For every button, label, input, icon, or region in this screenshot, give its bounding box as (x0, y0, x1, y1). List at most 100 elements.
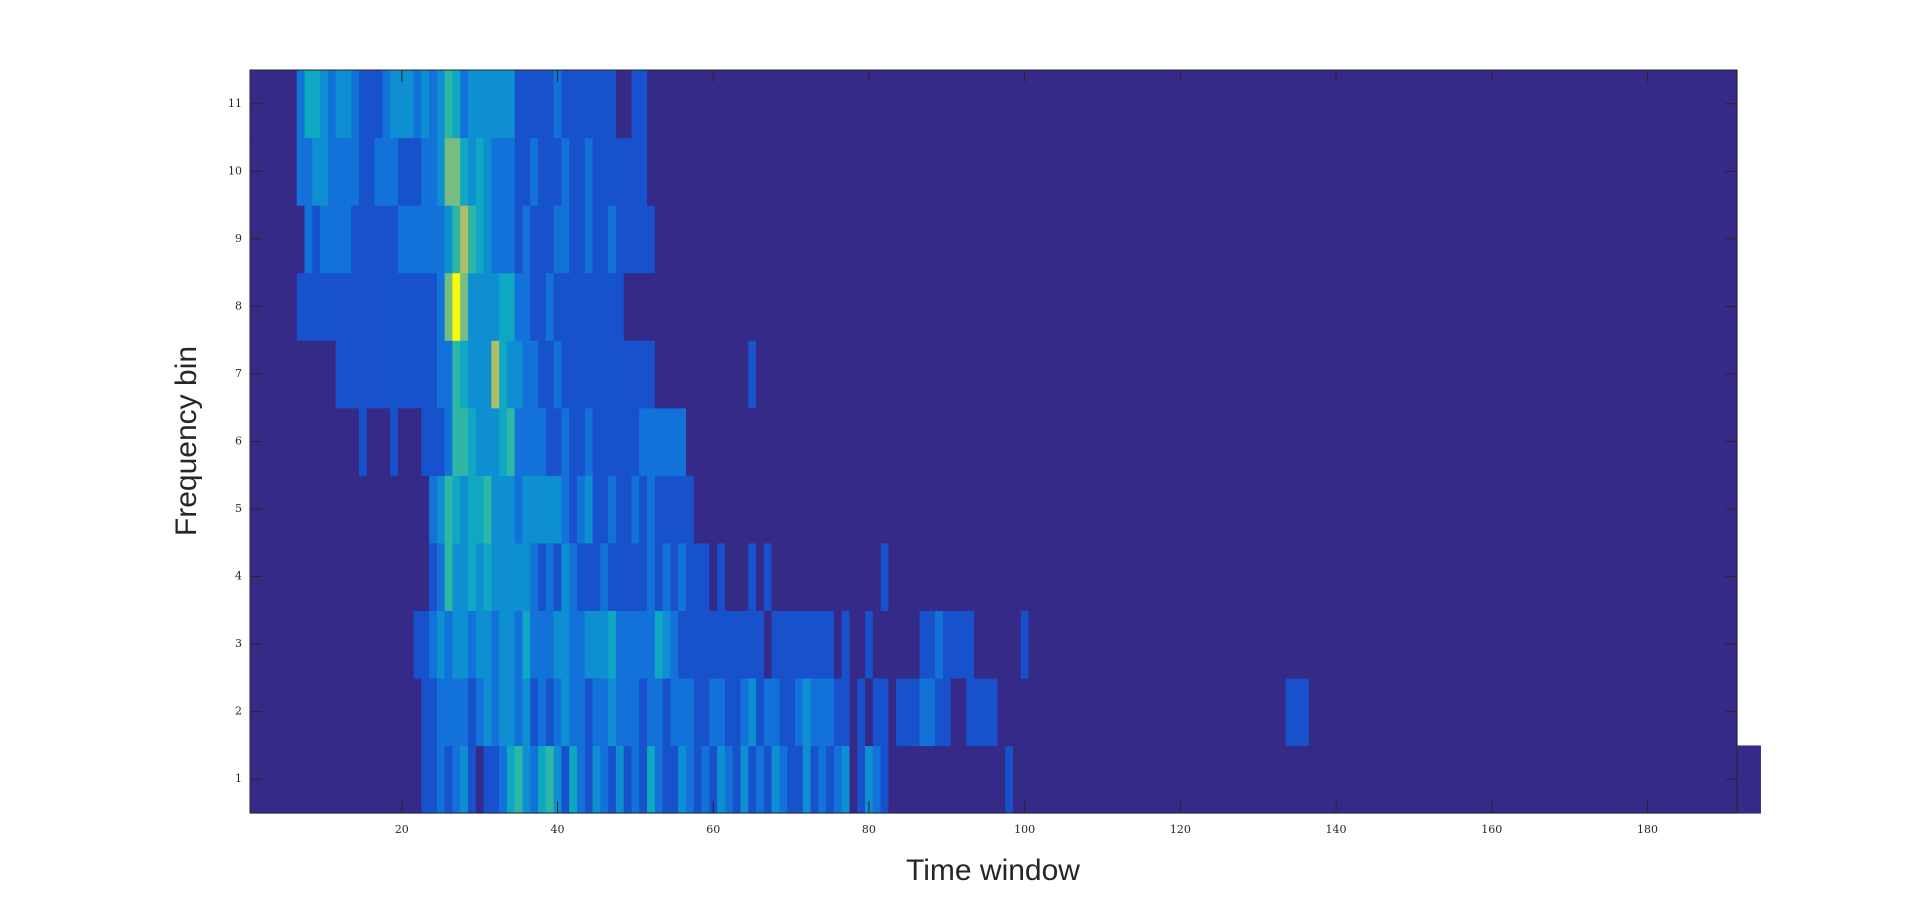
heatmap-cell (1355, 475, 1364, 544)
heatmap-cell (1698, 70, 1707, 139)
heatmap-cell (1441, 475, 1450, 544)
heatmap-cell (1262, 610, 1271, 679)
heatmap-cell (1129, 677, 1139, 747)
heatmap-cell (919, 272, 928, 341)
heatmap-cell (974, 677, 983, 747)
heatmap-cell (538, 70, 547, 139)
heatmap-cell (1285, 745, 1294, 814)
heatmap-cell (1347, 137, 1357, 206)
x-tick-label: 80 (862, 823, 876, 836)
heatmap-cell (771, 407, 781, 476)
heatmap-cell (1059, 475, 1069, 544)
heatmap-cell (958, 205, 967, 274)
heatmap-cell (1262, 745, 1271, 814)
heatmap-cell (779, 677, 788, 747)
heatmap-cell (670, 407, 679, 476)
heatmap-cell (460, 542, 469, 611)
heatmap-cell (1098, 70, 1107, 139)
heatmap-cell (1705, 205, 1715, 274)
heatmap-cell (296, 745, 306, 814)
heatmap-cell (382, 475, 391, 544)
heatmap-cell (1308, 542, 1318, 611)
heatmap-cell (1160, 745, 1170, 814)
heatmap-cell (584, 677, 594, 747)
heatmap-cell (1285, 475, 1294, 544)
heatmap-cell (538, 272, 547, 341)
heatmap-cell (584, 272, 594, 341)
heatmap-cell (1666, 745, 1676, 814)
heatmap-cell (1223, 745, 1232, 814)
heatmap-cell (1207, 272, 1216, 341)
heatmap-cell (857, 677, 866, 747)
heatmap-cell (1028, 70, 1037, 139)
x-axis-title: Time window (906, 854, 1080, 887)
heatmap-cell (1378, 340, 1388, 409)
heatmap-cell (880, 340, 889, 409)
heatmap-cell (366, 137, 376, 206)
heatmap-cell (1262, 70, 1271, 139)
heatmap-cell (343, 542, 352, 611)
heatmap-cell (429, 542, 438, 611)
heatmap-cell (911, 205, 921, 274)
heatmap-cell (1199, 475, 1209, 544)
heatmap-cell (1184, 610, 1193, 679)
heatmap-cell (413, 745, 422, 814)
heatmap-cell (997, 340, 1006, 409)
heatmap-cell (1246, 677, 1255, 747)
heatmap-cell (942, 205, 952, 274)
heatmap-cell (296, 205, 306, 274)
heatmap-cell (1402, 137, 1411, 206)
heatmap-cell (849, 137, 858, 206)
heatmap-cell (265, 610, 274, 679)
heatmap-cell (639, 677, 648, 747)
heatmap-cell (460, 137, 469, 206)
heatmap-cell (1098, 542, 1107, 611)
heatmap-cell (950, 475, 960, 544)
heatmap-cell (911, 745, 921, 814)
heatmap-cell (826, 542, 835, 611)
heatmap-cell (1332, 137, 1341, 206)
heatmap-cell (1659, 745, 1668, 814)
heatmap-cell (1620, 475, 1629, 544)
heatmap-cell (296, 542, 306, 611)
heatmap-cell (405, 475, 415, 544)
heatmap-cell (312, 340, 321, 409)
heatmap-cell (475, 677, 485, 747)
heatmap-cell (584, 340, 594, 409)
heatmap-cell (600, 205, 609, 274)
heatmap-cell (1308, 610, 1318, 679)
heatmap-cell (1511, 745, 1520, 814)
heatmap-cell (608, 272, 617, 341)
heatmap-cell (1215, 272, 1224, 341)
heatmap-cell (888, 205, 897, 274)
heatmap-cell (1090, 475, 1100, 544)
heatmap-cell (1620, 610, 1629, 679)
heatmap-cell (1690, 137, 1699, 206)
heatmap-cell (1059, 340, 1069, 409)
heatmap-cell (981, 407, 991, 476)
heatmap-cell (670, 745, 679, 814)
heatmap-cell (576, 475, 586, 544)
heatmap-cell (351, 677, 360, 747)
heatmap-cell (1410, 610, 1419, 679)
heatmap-cell (1620, 272, 1629, 341)
heatmap-cell (576, 70, 586, 139)
heatmap-cell (1254, 340, 1263, 409)
heatmap-cell (1285, 137, 1294, 206)
heatmap-cell (802, 272, 812, 341)
heatmap-cell (896, 137, 905, 206)
heatmap-cell (1674, 70, 1684, 139)
heatmap-cell (974, 137, 983, 206)
heatmap-cell (413, 475, 422, 544)
heatmap-cell (374, 677, 383, 747)
heatmap-cell (351, 475, 360, 544)
heatmap-cell (561, 745, 570, 814)
heatmap-cell (997, 205, 1006, 274)
heatmap-cell (1690, 542, 1699, 611)
heatmap-cell (631, 745, 640, 814)
heatmap-cell (1581, 677, 1590, 747)
heatmap-cell (1628, 677, 1637, 747)
heatmap-cell (1106, 407, 1115, 476)
heatmap-cell (1067, 137, 1076, 206)
heatmap-cell (1604, 70, 1614, 139)
